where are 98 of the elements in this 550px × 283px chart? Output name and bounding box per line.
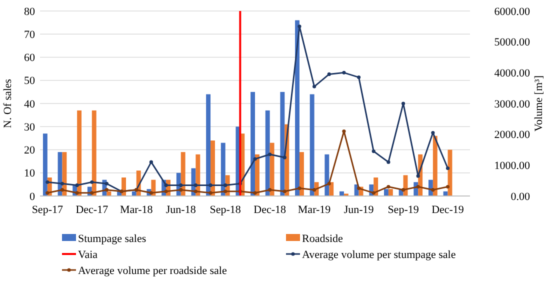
bar <box>310 94 314 196</box>
bar <box>62 152 67 196</box>
point <box>90 191 94 195</box>
point <box>253 157 257 161</box>
legend-label: Vaia <box>78 248 98 261</box>
x-tick-label: Dec-17 <box>76 204 109 216</box>
y2-tick-label: 1000.00 <box>494 160 530 172</box>
point <box>149 160 154 164</box>
point <box>253 191 257 195</box>
bar <box>388 189 393 196</box>
point <box>416 174 420 178</box>
x-tick-label: Jun-19 <box>344 204 374 216</box>
y-tick-label: 30 <box>24 121 36 134</box>
y2-tick-label: 5000.00 <box>494 36 530 49</box>
point <box>298 186 302 190</box>
x-tick-label: Sep-18 <box>210 204 242 216</box>
point <box>431 130 435 135</box>
y-tick-label: 20 <box>24 144 36 157</box>
point <box>298 24 302 28</box>
bar <box>432 136 438 196</box>
x-tick-label: Sep-19 <box>388 204 420 216</box>
point <box>282 190 286 194</box>
point <box>46 180 50 184</box>
bar <box>206 94 211 196</box>
y-tick-label: 70 <box>24 28 36 41</box>
point <box>164 190 168 194</box>
y-tick-label: 60 <box>24 52 36 64</box>
point <box>104 182 109 186</box>
y2-tick-label: 2000.00 <box>494 129 530 142</box>
bar <box>324 154 330 196</box>
y-tick-label: 0 <box>30 190 36 203</box>
bar <box>220 142 226 196</box>
point <box>268 188 272 192</box>
point <box>75 191 79 195</box>
legend-label: Average volume per roadside sale <box>78 264 227 277</box>
y-tick-label: 40 <box>24 98 36 110</box>
point <box>327 72 331 76</box>
point <box>75 183 79 188</box>
point <box>327 182 331 186</box>
point <box>224 183 228 188</box>
y2-axis-title: Volume [m³] <box>533 76 545 132</box>
point <box>224 190 228 194</box>
point <box>179 183 183 188</box>
y2-tick-label: 3000.00 <box>494 98 530 110</box>
point <box>431 188 435 192</box>
legend-label: Stumpage sales <box>78 232 146 245</box>
bar <box>280 92 285 196</box>
y-tick-label: 10 <box>24 168 36 180</box>
y-tick-label: 50 <box>24 75 36 88</box>
point <box>164 183 168 188</box>
bar <box>92 110 96 196</box>
point <box>90 180 94 184</box>
bar <box>384 189 388 196</box>
legend-label: Roadside <box>302 232 344 245</box>
bar <box>250 92 255 196</box>
point <box>386 184 390 189</box>
point <box>104 188 109 192</box>
y-axis-title: N. Of sales <box>2 78 14 128</box>
x-tick-label: Mar-18 <box>120 204 154 216</box>
bar <box>270 142 274 196</box>
point <box>282 156 286 160</box>
point <box>194 183 198 188</box>
point <box>342 70 346 74</box>
y2-tick-label: 6000.00 <box>494 6 530 18</box>
point <box>386 160 390 164</box>
x-tick-label: Sep-17 <box>32 204 64 216</box>
x-tick-label: Mar-19 <box>298 204 332 216</box>
bar <box>299 152 304 196</box>
point <box>356 75 361 80</box>
point <box>446 166 450 170</box>
y2-tick-label: 4000.00 <box>494 68 530 80</box>
y-tick-label: 80 <box>24 6 36 18</box>
point <box>46 191 50 195</box>
point <box>372 191 376 195</box>
x-tick-label: Dec-18 <box>254 204 287 216</box>
point <box>149 191 154 195</box>
point <box>179 188 183 192</box>
bar <box>42 134 48 196</box>
point <box>208 191 212 195</box>
x-tick-label: Jun-18 <box>166 204 196 216</box>
y2-tick-label: 0.00 <box>510 190 530 203</box>
point <box>401 188 406 192</box>
bar <box>77 110 82 196</box>
bar <box>180 152 186 196</box>
point <box>446 184 450 189</box>
point <box>401 102 406 106</box>
point <box>194 190 198 194</box>
point <box>342 129 346 134</box>
point <box>268 152 272 156</box>
bar <box>210 140 215 196</box>
point <box>208 183 212 188</box>
legend-label: Average volume per stumpage sale <box>302 248 456 261</box>
bar <box>265 110 270 196</box>
point <box>372 149 376 154</box>
point <box>60 182 64 186</box>
point <box>60 188 64 192</box>
point <box>312 84 316 88</box>
x-tick-label: Dec-19 <box>432 204 464 216</box>
